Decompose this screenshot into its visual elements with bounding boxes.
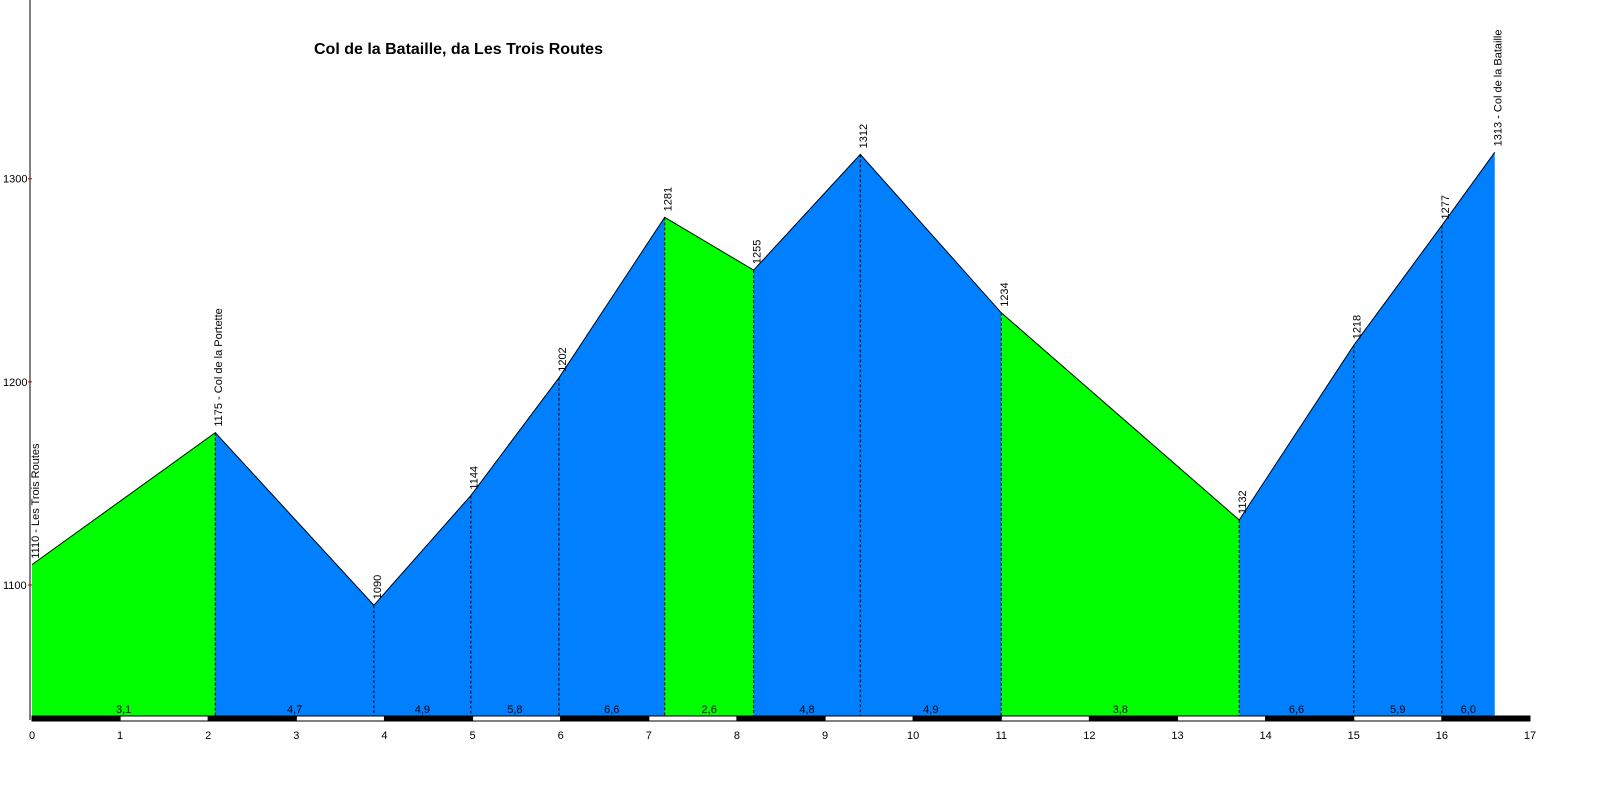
scale-bar: [648, 715, 738, 722]
x-tick-label: 7: [646, 730, 652, 742]
point-label: 1281: [663, 187, 675, 211]
y-tick-label: 1300: [3, 174, 27, 186]
point-label: 1144: [469, 466, 481, 490]
x-tick-label: 13: [1171, 730, 1183, 742]
point-label: 1255: [752, 240, 764, 264]
segment: [664, 217, 754, 718]
x-tick-label: 11: [996, 730, 1007, 742]
segment-label: 6,6: [1289, 704, 1304, 716]
segment: [1353, 225, 1442, 718]
point-label: 1312: [858, 124, 870, 148]
x-tick-label: 0: [29, 730, 35, 742]
x-tick-label: 17: [1524, 730, 1536, 742]
segment-label: 4,7: [287, 704, 302, 716]
point-label: 1175 - Col de la Portette: [213, 308, 225, 426]
segment-label: 5,8: [507, 704, 522, 716]
segment-label: 4,9: [923, 704, 938, 716]
x-tick-label: 2: [205, 730, 211, 742]
segment: [470, 377, 559, 718]
scale-bar: [736, 715, 826, 722]
scale-bar: [560, 715, 650, 722]
segment: [558, 217, 665, 718]
x-tick-label: 12: [1083, 730, 1095, 742]
scale-bar: [1177, 715, 1267, 722]
point-label: 1202: [557, 347, 569, 371]
scale-bar: [912, 715, 1002, 722]
segment-label: 6,6: [604, 704, 619, 716]
x-tick-label: 6: [558, 730, 564, 742]
x-tick-label: 4: [381, 730, 387, 742]
scale-bar: [207, 715, 297, 722]
segment: [860, 154, 1002, 718]
segment: [753, 154, 861, 718]
scale-bar: [472, 715, 562, 722]
point-label: 1277: [1440, 195, 1452, 219]
segment-label: 4,9: [415, 704, 430, 716]
x-tick-label: 10: [907, 730, 919, 742]
segment-label: 6,0: [1461, 704, 1476, 716]
point-label: 1313 - Col de la Bataille: [1493, 30, 1505, 147]
point-label: 1234: [999, 282, 1011, 306]
x-tick-label: 16: [1436, 730, 1448, 742]
segment-label: 3,8: [1113, 704, 1128, 716]
segment: [1239, 345, 1354, 718]
segment-label: 3,1: [116, 704, 131, 716]
scale-bar: [824, 715, 914, 722]
scale-bar: [383, 715, 474, 722]
segment: [373, 495, 471, 718]
scale-bar: [1265, 715, 1355, 722]
point-label: 1218: [1352, 315, 1364, 339]
profile-line: [31, 152, 1496, 607]
y-tick-label: 1200: [3, 377, 27, 389]
segment: [1441, 152, 1495, 718]
scale-bar: [295, 715, 385, 722]
scale-bar: [1441, 715, 1531, 722]
x-tick-label: 8: [734, 730, 740, 742]
point-label: 1132: [1237, 490, 1249, 514]
segment-label: 4,8: [799, 704, 814, 716]
segment: [1001, 312, 1240, 718]
scale-bar: [119, 715, 209, 722]
segment: [215, 432, 374, 718]
y-tick-label: 1100: [3, 580, 27, 592]
x-tick-label: 1: [117, 730, 123, 742]
x-tick-label: 14: [1260, 730, 1272, 742]
x-tick-label: 5: [470, 730, 476, 742]
segment-label: 2,6: [702, 704, 717, 716]
segment: [32, 432, 216, 718]
scale-bar: [1088, 715, 1179, 722]
x-tick-label: 9: [822, 730, 828, 742]
segment-label: 5,9: [1390, 704, 1405, 716]
scale-bar: [31, 715, 121, 722]
scale-bar: [1353, 715, 1443, 722]
x-tick-label: 15: [1348, 730, 1360, 742]
point-label: 1110 - Les Trois Routes: [30, 443, 42, 559]
x-tick-label: 3: [293, 730, 299, 742]
scale-bar: [1000, 715, 1090, 722]
point-label: 1090: [372, 575, 384, 599]
chart-title: Col de la Bataille, da Les Trois Routes: [314, 41, 603, 58]
